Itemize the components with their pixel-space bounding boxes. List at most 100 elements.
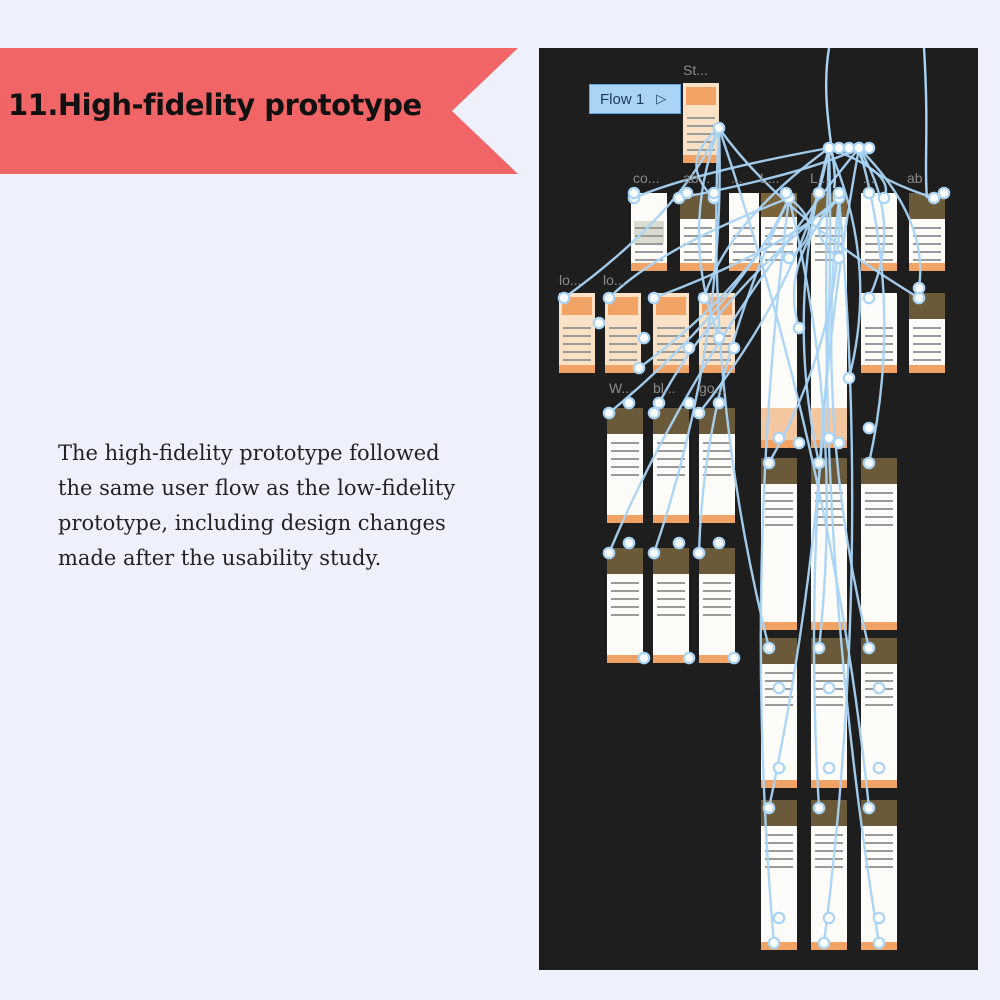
screen-text-line <box>815 680 843 682</box>
screen-text-line <box>815 696 843 698</box>
frame-label-unnamed-1: ... <box>731 170 743 186</box>
screen-text-line <box>657 450 685 452</box>
frame-label-contact: co... <box>633 170 660 186</box>
screen-text-line <box>703 351 731 353</box>
frame-label-w: W... <box>609 380 634 396</box>
screen-text-line <box>611 614 639 616</box>
screen-text-line <box>657 327 685 329</box>
screen-text-line <box>657 359 685 361</box>
screen-text-line <box>563 343 591 345</box>
screen-text-line <box>765 842 793 844</box>
flow-connector <box>825 147 881 944</box>
flow-node <box>862 641 876 655</box>
screen-map <box>634 221 664 243</box>
screen-text-line <box>815 500 843 502</box>
flow-badge[interactable]: Flow 1 ▷ <box>589 84 681 114</box>
screen-text-line <box>684 251 712 253</box>
screen-text-line <box>865 680 893 682</box>
screen-text-line <box>815 516 843 518</box>
screen-text-line <box>684 259 712 261</box>
screen-text-line <box>865 335 893 337</box>
screen-text-line <box>609 335 637 337</box>
screen-text-line <box>815 850 843 852</box>
screen-text-line <box>913 243 941 245</box>
screen-text-line <box>865 259 893 261</box>
flow-node <box>692 546 706 560</box>
screen-text-line <box>611 450 639 452</box>
screen-bottom-bar <box>607 655 643 663</box>
screen-text-line <box>563 335 591 337</box>
screen-text-line <box>635 235 663 237</box>
frame-label-about: ab... <box>683 170 711 186</box>
screen-text-line <box>765 227 793 229</box>
flow-node <box>647 546 661 560</box>
screen-text-line <box>733 243 755 245</box>
screen-text-line <box>703 359 731 361</box>
flow-connector <box>824 48 836 189</box>
screen-text-line <box>635 243 663 245</box>
flow-connector <box>563 127 721 299</box>
flow-node <box>652 396 666 410</box>
screen-text-line <box>703 614 731 616</box>
screen-bottom-bar <box>811 780 847 788</box>
flow-node <box>812 456 826 470</box>
frame-label-go: go... <box>699 380 727 396</box>
flow-node <box>862 801 876 815</box>
screen-bottom-bar <box>653 365 689 373</box>
flow-node <box>712 121 726 135</box>
flow-node <box>672 536 686 550</box>
flow-node <box>842 141 856 155</box>
flow-connector <box>638 197 791 369</box>
screen-text-line <box>703 606 731 608</box>
flow-connector <box>922 48 929 199</box>
screen-text-line <box>609 327 637 329</box>
screen-text-line <box>611 606 639 608</box>
screen-text-line <box>913 259 941 261</box>
flow-node <box>812 641 826 655</box>
flow-node <box>762 641 776 655</box>
screen-text-line <box>611 474 639 476</box>
play-icon[interactable]: ▷ <box>656 91 667 106</box>
slide-title: 11.High-fidelity prototype <box>8 88 422 122</box>
screen-text-line <box>815 227 843 229</box>
frame-label-start: St... <box>683 62 708 78</box>
screen-text-line <box>657 590 685 592</box>
screen-bottom-bar <box>699 515 735 523</box>
flow-node <box>822 761 836 775</box>
flow-node <box>817 936 831 950</box>
flow-connector <box>718 127 920 300</box>
screen-text-line <box>865 834 893 836</box>
flow-node <box>632 361 646 375</box>
screen-text-line <box>703 582 731 584</box>
screen-text-line <box>609 351 637 353</box>
screen-bottom-bar <box>699 655 735 663</box>
screen-text-line <box>913 235 941 237</box>
screen-text-line <box>733 251 755 253</box>
screen-text-line <box>865 858 893 860</box>
screen-text-line <box>733 227 755 229</box>
flow-connector <box>695 127 720 199</box>
screen-text-line <box>703 598 731 600</box>
screen-text-line <box>865 516 893 518</box>
screen-text-line <box>913 351 941 353</box>
flow-node <box>712 536 726 550</box>
flow-node <box>762 801 776 815</box>
screen-text-line <box>657 606 685 608</box>
flow-node <box>692 406 706 420</box>
screen-bottom-bar <box>559 365 595 373</box>
flow-node <box>822 681 836 695</box>
screen-text-line <box>635 259 663 261</box>
screen-text-line <box>765 235 793 237</box>
frame-label-ab: ab <box>907 170 923 186</box>
screen-text-line <box>865 492 893 494</box>
screen-frame <box>861 193 897 271</box>
flow-node <box>877 191 891 205</box>
screen-header-image <box>656 297 686 315</box>
screen-text-line <box>765 850 793 852</box>
screen-text-line <box>913 327 941 329</box>
screen-bottom-bar <box>729 263 759 271</box>
flow-node <box>862 186 876 200</box>
screen-bottom-bar <box>761 622 797 630</box>
screen-text-line <box>913 335 941 337</box>
screen-text-line <box>913 251 941 253</box>
